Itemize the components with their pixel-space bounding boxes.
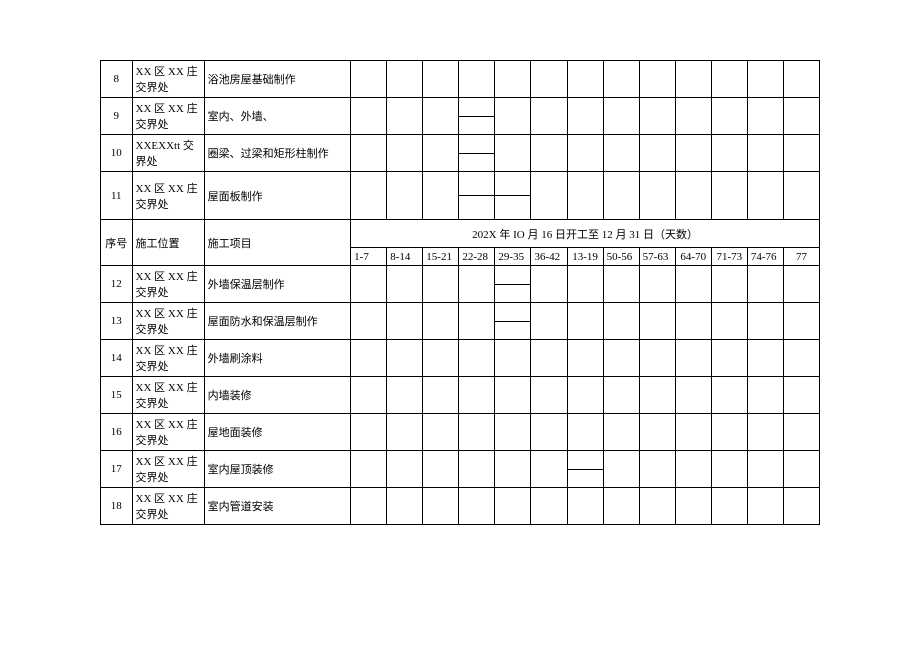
table-row: 11 XX 区 XX 庄交界处 屋面板制作 (101, 172, 820, 196)
schedule-table: 8 XX 区 XX 庄交界处 浴池房屋基础制作 9 XX 区 XX 庄交界处 室… (100, 60, 820, 525)
row-location: XXEXXtt 交界处 (132, 135, 204, 172)
day-header: 8-14 (387, 248, 423, 266)
row-location: XX 区 XX 庄交界处 (132, 488, 204, 525)
row-num: 10 (101, 135, 133, 172)
row-num: 9 (101, 98, 133, 135)
row-location: XX 区 XX 庄交界处 (132, 414, 204, 451)
row-num: 12 (101, 266, 133, 303)
row-location: XX 区 XX 庄交界处 (132, 340, 204, 377)
day-header: 29-35 (495, 248, 531, 266)
row-item: 屋面板制作 (204, 172, 351, 220)
table-row: 16 XX 区 XX 庄交界处 屋地面装修 (101, 414, 820, 451)
table-row: 9 XX 区 XX 庄交界处 室内、外墙、 (101, 98, 820, 117)
header-item: 施工项目 (204, 220, 351, 266)
row-item: 内墙装修 (204, 377, 351, 414)
row-location: XX 区 XX 庄交界处 (132, 266, 204, 303)
day-header: 71-73 (711, 248, 747, 266)
table-row: 12 XX 区 XX 庄交界处 外墙保温层制作 (101, 266, 820, 285)
table-row: 8 XX 区 XX 庄交界处 浴池房屋基础制作 (101, 61, 820, 98)
day-header: 57-63 (639, 248, 675, 266)
table-row: 17 XX 区 XX 庄交界处 室内屋顶装修 (101, 451, 820, 470)
header-title: 202X 年 IO 月 16 日开工至 12 月 31 日（天数） (351, 220, 820, 248)
row-num: 18 (101, 488, 133, 525)
row-location: XX 区 XX 庄交界处 (132, 303, 204, 340)
day-header: 77 (783, 248, 819, 266)
row-location: XX 区 XX 庄交界处 (132, 172, 204, 220)
row-item: 室内屋顶装修 (204, 451, 351, 488)
row-num: 8 (101, 61, 133, 98)
header-loc: 施工位置 (132, 220, 204, 266)
day-header: 50-56 (603, 248, 639, 266)
row-num: 14 (101, 340, 133, 377)
table-row: 15 XX 区 XX 庄交界处 内墙装修 (101, 377, 820, 414)
row-num: 16 (101, 414, 133, 451)
row-item: 浴池房屋基础制作 (204, 61, 351, 98)
day-header: 13-19 (567, 248, 603, 266)
day-header: 15-21 (423, 248, 459, 266)
row-num: 15 (101, 377, 133, 414)
row-item: 外墙刷涂料 (204, 340, 351, 377)
day-header: 1-7 (351, 248, 387, 266)
row-location: XX 区 XX 庄交界处 (132, 377, 204, 414)
table-row: 14 XX 区 XX 庄交界处 外墙刷涂料 (101, 340, 820, 377)
header-row: 序号 施工位置 施工项目 202X 年 IO 月 16 日开工至 12 月 31… (101, 220, 820, 248)
row-item: 室内、外墙、 (204, 98, 351, 135)
day-header: 64-70 (675, 248, 711, 266)
row-item: 室内管道安装 (204, 488, 351, 525)
row-item: 外墙保温层制作 (204, 266, 351, 303)
table-row: 10 XXEXXtt 交界处 圈梁、过梁和矩形柱制作 (101, 135, 820, 154)
row-location: XX 区 XX 庄交界处 (132, 98, 204, 135)
row-location: XX 区 XX 庄交界处 (132, 61, 204, 98)
day-header: 74-76 (747, 248, 783, 266)
row-item: 屋面防水和保温层制作 (204, 303, 351, 340)
table-row: 13 XX 区 XX 庄交界处 屋面防水和保温层制作 (101, 303, 820, 322)
row-num: 13 (101, 303, 133, 340)
day-header: 22-28 (459, 248, 495, 266)
row-location: XX 区 XX 庄交界处 (132, 451, 204, 488)
row-item: 圈梁、过梁和矩形柱制作 (204, 135, 351, 172)
row-item: 屋地面装修 (204, 414, 351, 451)
header-num: 序号 (101, 220, 133, 266)
row-num: 11 (101, 172, 133, 220)
row-num: 17 (101, 451, 133, 488)
table-row: 18 XX 区 XX 庄交界处 室内管道安装 (101, 488, 820, 525)
day-header: 36-42 (531, 248, 567, 266)
